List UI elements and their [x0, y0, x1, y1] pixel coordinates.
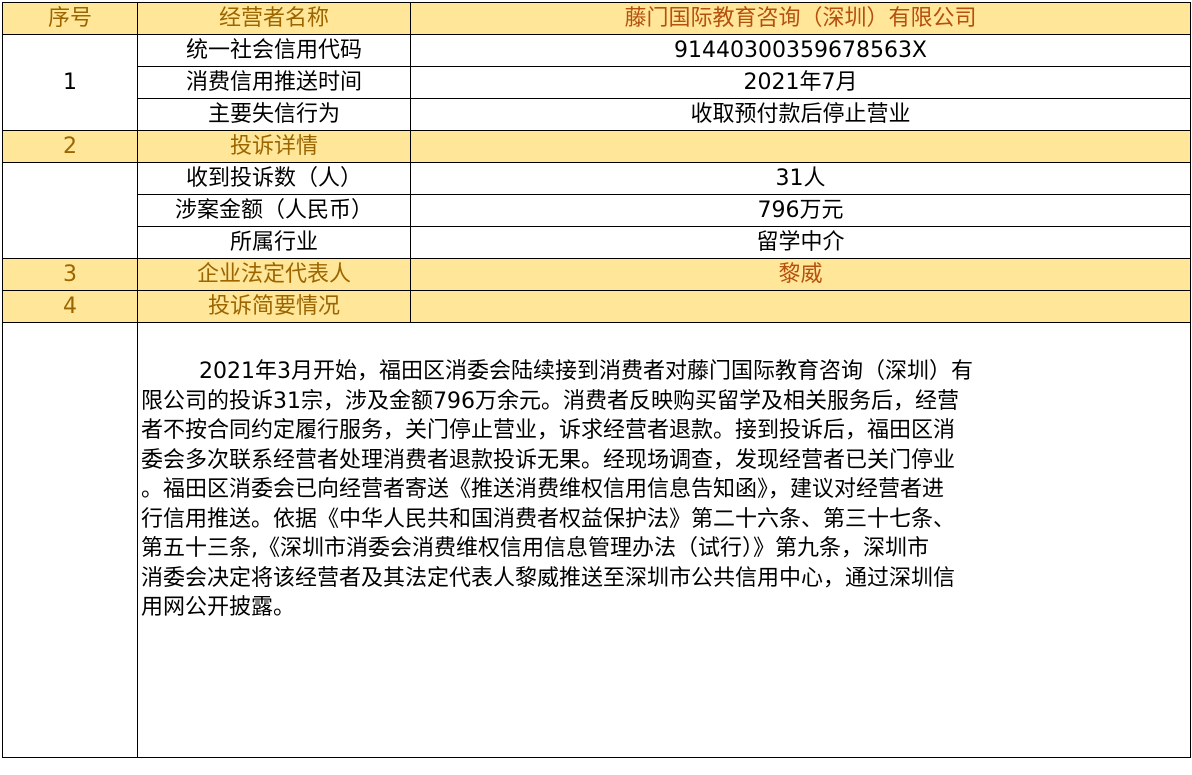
section-header-row: 2 投诉详情	[2, 130, 1191, 163]
empty-cell[interactable]	[410, 130, 1191, 163]
summary-line: 用网公开披露。	[141, 595, 296, 620]
row-label[interactable]: 主要失信行为	[137, 98, 411, 131]
section-title[interactable]: 投诉详情	[137, 130, 411, 163]
summary-line: 限公司的投诉31宗，涉及金额796万余元。消费者反映购买留学及相关服务后，经营	[141, 388, 959, 414]
row-label[interactable]: 涉案金额（人民币）	[137, 194, 411, 227]
row-label[interactable]: 消费信用推送时间	[137, 66, 411, 99]
empty-cell[interactable]	[2, 162, 138, 259]
row-value[interactable]: 收取预付款后停止营业	[410, 98, 1191, 131]
section-title[interactable]: 投诉简要情况	[137, 290, 411, 323]
legal-representative[interactable]: 黎威	[410, 258, 1191, 291]
empty-cell[interactable]	[2, 322, 138, 758]
section-no[interactable]: 2	[2, 130, 138, 163]
section-no[interactable]: 4	[2, 290, 138, 323]
row-value[interactable]: 2021年7月	[410, 66, 1191, 99]
section-header-row: 4 投诉简要情况	[2, 290, 1191, 323]
complaint-summary-cell[interactable]: 2021年3月开始，福田区消委会陆续接到消费者对藤门国际教育咨询（深圳）有 限公…	[137, 322, 1191, 758]
header-row: 序号 经营者名称 藤门国际教育咨询（深圳）有限公司	[2, 2, 1191, 35]
summary-line: 。福田区消委会已向经营者寄送《推送消费维权信用信息告知函》，建议对经营者进	[141, 477, 945, 502]
row-label[interactable]: 所属行业	[137, 226, 411, 259]
empty-cell[interactable]	[410, 290, 1191, 323]
info-table: 序号 经营者名称 藤门国际教育咨询（深圳）有限公司 1 统一社会信用代码 914…	[2, 2, 1191, 758]
row-value[interactable]: 31人	[410, 162, 1191, 195]
section-no[interactable]: 3	[2, 258, 138, 291]
summary-line: 第五十三条,《深圳市消委会消费维权信用信息管理办法（试行）》第九条，深圳市	[141, 536, 929, 561]
complaint-summary: 2021年3月开始，福田区消委会陆续接到消费者对藤门国际教育咨询（深圳）有 限公…	[139, 324, 1190, 623]
table-row: 涉案金额（人民币） 796万元	[3, 194, 1191, 227]
row-label[interactable]: 统一社会信用代码	[137, 34, 411, 67]
section-title[interactable]: 企业法定代表人	[137, 258, 411, 291]
summary-line: 2021年3月开始，福田区消委会陆续接到消费者对藤门国际教育咨询（深圳）有	[199, 359, 973, 384]
table-row: 主要失信行为 收取预付款后停止营业	[3, 98, 1191, 131]
table-row: 所属行业 留学中介	[3, 226, 1191, 259]
row-value[interactable]: 91440300359678563X	[410, 34, 1191, 67]
summary-line: 行信用推送。依据《中华人民共和国消费者权益保护法》第二十六条、第三十七条、	[141, 506, 956, 532]
header-no[interactable]: 序号	[2, 2, 138, 35]
summary-line: 消委会决定将该经营者及其法定代表人黎威推送至深圳市公共信用中心，通过深圳信	[141, 565, 956, 591]
header-name-label[interactable]: 经营者名称	[137, 2, 411, 35]
row-value[interactable]: 留学中介	[410, 226, 1191, 259]
row-value[interactable]: 796万元	[410, 194, 1191, 227]
table-row: 收到投诉数（人） 31人	[2, 162, 1191, 259]
section-no[interactable]: 1	[2, 34, 138, 131]
summary-line: 者不按合同约定履行服务，关门停止营业，诉求经营者退款。接到投诉后，福田区消	[141, 418, 956, 443]
summary-line: 委会多次联系经营者处理消费者退款投诉无果。经现场调查，发现经营者已关门停业	[141, 447, 956, 473]
table-row: 消费信用推送时间 2021年7月	[3, 66, 1191, 99]
table-row: 1 统一社会信用代码 91440300359678563X	[2, 34, 1191, 131]
company-name[interactable]: 藤门国际教育咨询（深圳）有限公司	[410, 2, 1191, 35]
section-header-row: 3 企业法定代表人 黎威	[2, 258, 1191, 291]
description-row: 2021年3月开始，福田区消委会陆续接到消费者对藤门国际教育咨询（深圳）有 限公…	[2, 322, 1191, 758]
row-label[interactable]: 收到投诉数（人）	[137, 162, 411, 195]
